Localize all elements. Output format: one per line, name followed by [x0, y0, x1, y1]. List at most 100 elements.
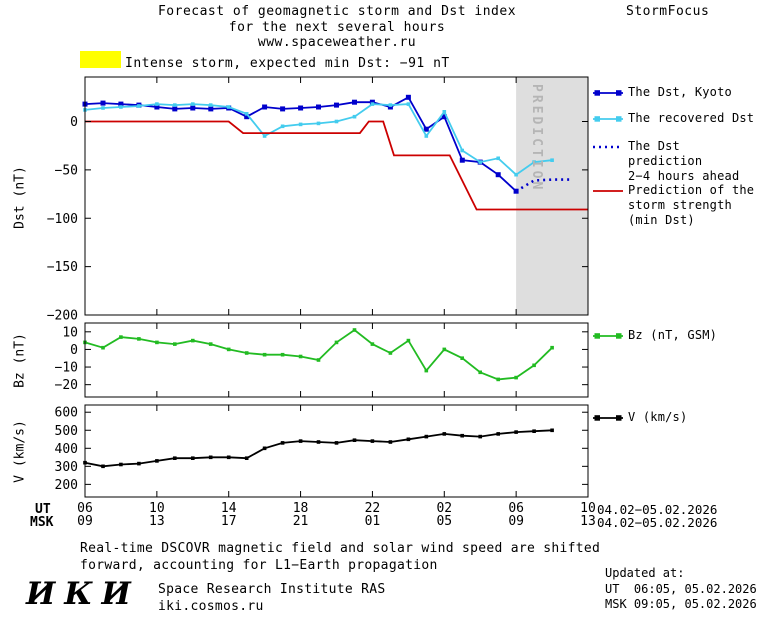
series-marker	[262, 104, 268, 110]
updated-block: Updated at: UT 06:05, 05.02.2026 MSK 09:…	[605, 566, 757, 613]
prediction-band	[516, 77, 588, 315]
series-marker	[423, 126, 429, 132]
series-marker	[244, 112, 249, 116]
series-marker	[495, 172, 501, 178]
footnote: Real-time DSCOVR magnetic field and sola…	[80, 540, 600, 574]
series-marker	[478, 370, 482, 375]
series-marker	[460, 433, 464, 438]
series-marker	[262, 446, 267, 451]
series-marker	[532, 363, 536, 368]
series-marker	[280, 106, 286, 112]
updated-time-ut: UT 06:05, 05.02.2026	[605, 581, 757, 596]
y-tick-label: 10	[62, 325, 78, 340]
series-marker	[388, 103, 393, 107]
series-line	[84, 429, 553, 468]
x-tick-label-msk: 05	[436, 514, 452, 529]
brand-name: StormFocus	[626, 4, 710, 19]
series-marker	[118, 101, 124, 107]
series-marker	[550, 428, 554, 433]
series-marker	[532, 160, 536, 164]
series-marker	[280, 124, 285, 129]
y-tick-label: −10	[55, 361, 78, 376]
series-marker	[387, 104, 393, 110]
series-marker	[191, 102, 195, 106]
series-marker	[442, 347, 447, 352]
series-marker	[424, 368, 429, 373]
series-marker	[101, 106, 105, 110]
series-marker	[352, 114, 357, 119]
series-marker	[137, 337, 141, 341]
series-marker	[316, 121, 321, 126]
x-tick-label-ut: 18	[293, 501, 309, 516]
panel-v: 6005004003002000609101314171821220102050…	[55, 404, 596, 529]
series-marker	[137, 104, 141, 108]
x-tick-label-ut: 06	[77, 501, 93, 516]
series-marker	[298, 122, 303, 127]
series-marker	[172, 106, 178, 112]
series-marker	[262, 352, 267, 357]
ut-date-range: 04.02−05.02.2026	[597, 502, 718, 517]
series-marker	[262, 134, 267, 138]
y-tick-label: 400	[55, 442, 78, 457]
series-marker	[191, 338, 195, 343]
series-marker	[173, 103, 177, 107]
series-marker	[514, 172, 518, 177]
series-marker	[496, 432, 500, 436]
series-marker	[244, 456, 249, 460]
panel-frame	[84, 76, 589, 316]
y-tick-label: 300	[55, 460, 78, 475]
alert-color-swatch	[80, 51, 121, 68]
series-marker	[478, 160, 482, 164]
panel-bz: 10 0 −10 −20	[55, 322, 589, 398]
y-tick-label: −20	[55, 378, 78, 393]
series-marker	[370, 102, 375, 106]
series-marker	[316, 358, 321, 362]
x-tick-label-ut: 06	[508, 501, 524, 516]
series-marker	[190, 105, 196, 111]
x-tick-label-msk: 17	[221, 514, 237, 529]
ut-row-label: UT	[35, 502, 51, 517]
series-marker	[388, 440, 393, 444]
series-line	[85, 120, 588, 211]
series-marker	[369, 99, 375, 105]
footnote-line-2: forward, accounting for L1−Earth propaga…	[80, 558, 438, 573]
msk-date-range: 04.02−05.02.2026	[597, 515, 718, 530]
series-marker	[478, 434, 482, 439]
alert-text: Intense storm, expected min Dst: −91 nT	[125, 56, 450, 71]
series-marker	[173, 342, 177, 346]
series-marker	[441, 114, 447, 120]
y-tick-label: −50	[55, 163, 78, 178]
page-title: Forecast of geomagnetic storm and Dst in…	[86, 4, 588, 51]
y-axis-label-dst: Dst (nT)	[12, 166, 28, 229]
series-marker	[460, 356, 464, 360]
y-tick-label: −150	[47, 260, 78, 275]
y-axis-label-v: V (km/s)	[12, 420, 28, 483]
series-marker	[406, 437, 411, 442]
series-marker	[101, 464, 105, 469]
series-line	[84, 96, 517, 192]
series-marker	[496, 156, 500, 161]
series-marker	[460, 148, 464, 153]
title-line-1: Forecast of geomagnetic storm and Dst in…	[157, 4, 517, 19]
series-marker	[316, 440, 321, 444]
series-marker	[370, 439, 375, 443]
series-marker	[208, 455, 213, 460]
series-marker	[316, 104, 321, 110]
series-marker	[155, 459, 159, 463]
series-marker	[226, 347, 231, 352]
series-marker	[298, 105, 304, 111]
series-marker	[280, 352, 285, 357]
y-tick-label: −100	[47, 212, 78, 227]
series-line	[84, 328, 553, 381]
updated-label: Updated at:	[605, 566, 685, 580]
y-tick-label: 600	[55, 406, 78, 421]
series-marker	[334, 340, 339, 345]
series-marker	[208, 106, 214, 112]
prediction-band-label: PREDICTION	[529, 84, 544, 193]
series-marker	[406, 338, 411, 343]
x-tick-label-ut: 22	[365, 501, 381, 516]
updated-time-msk: MSK 09:05, 05.02.2026	[605, 597, 757, 611]
series-marker	[280, 441, 285, 445]
series-marker	[442, 110, 447, 114]
